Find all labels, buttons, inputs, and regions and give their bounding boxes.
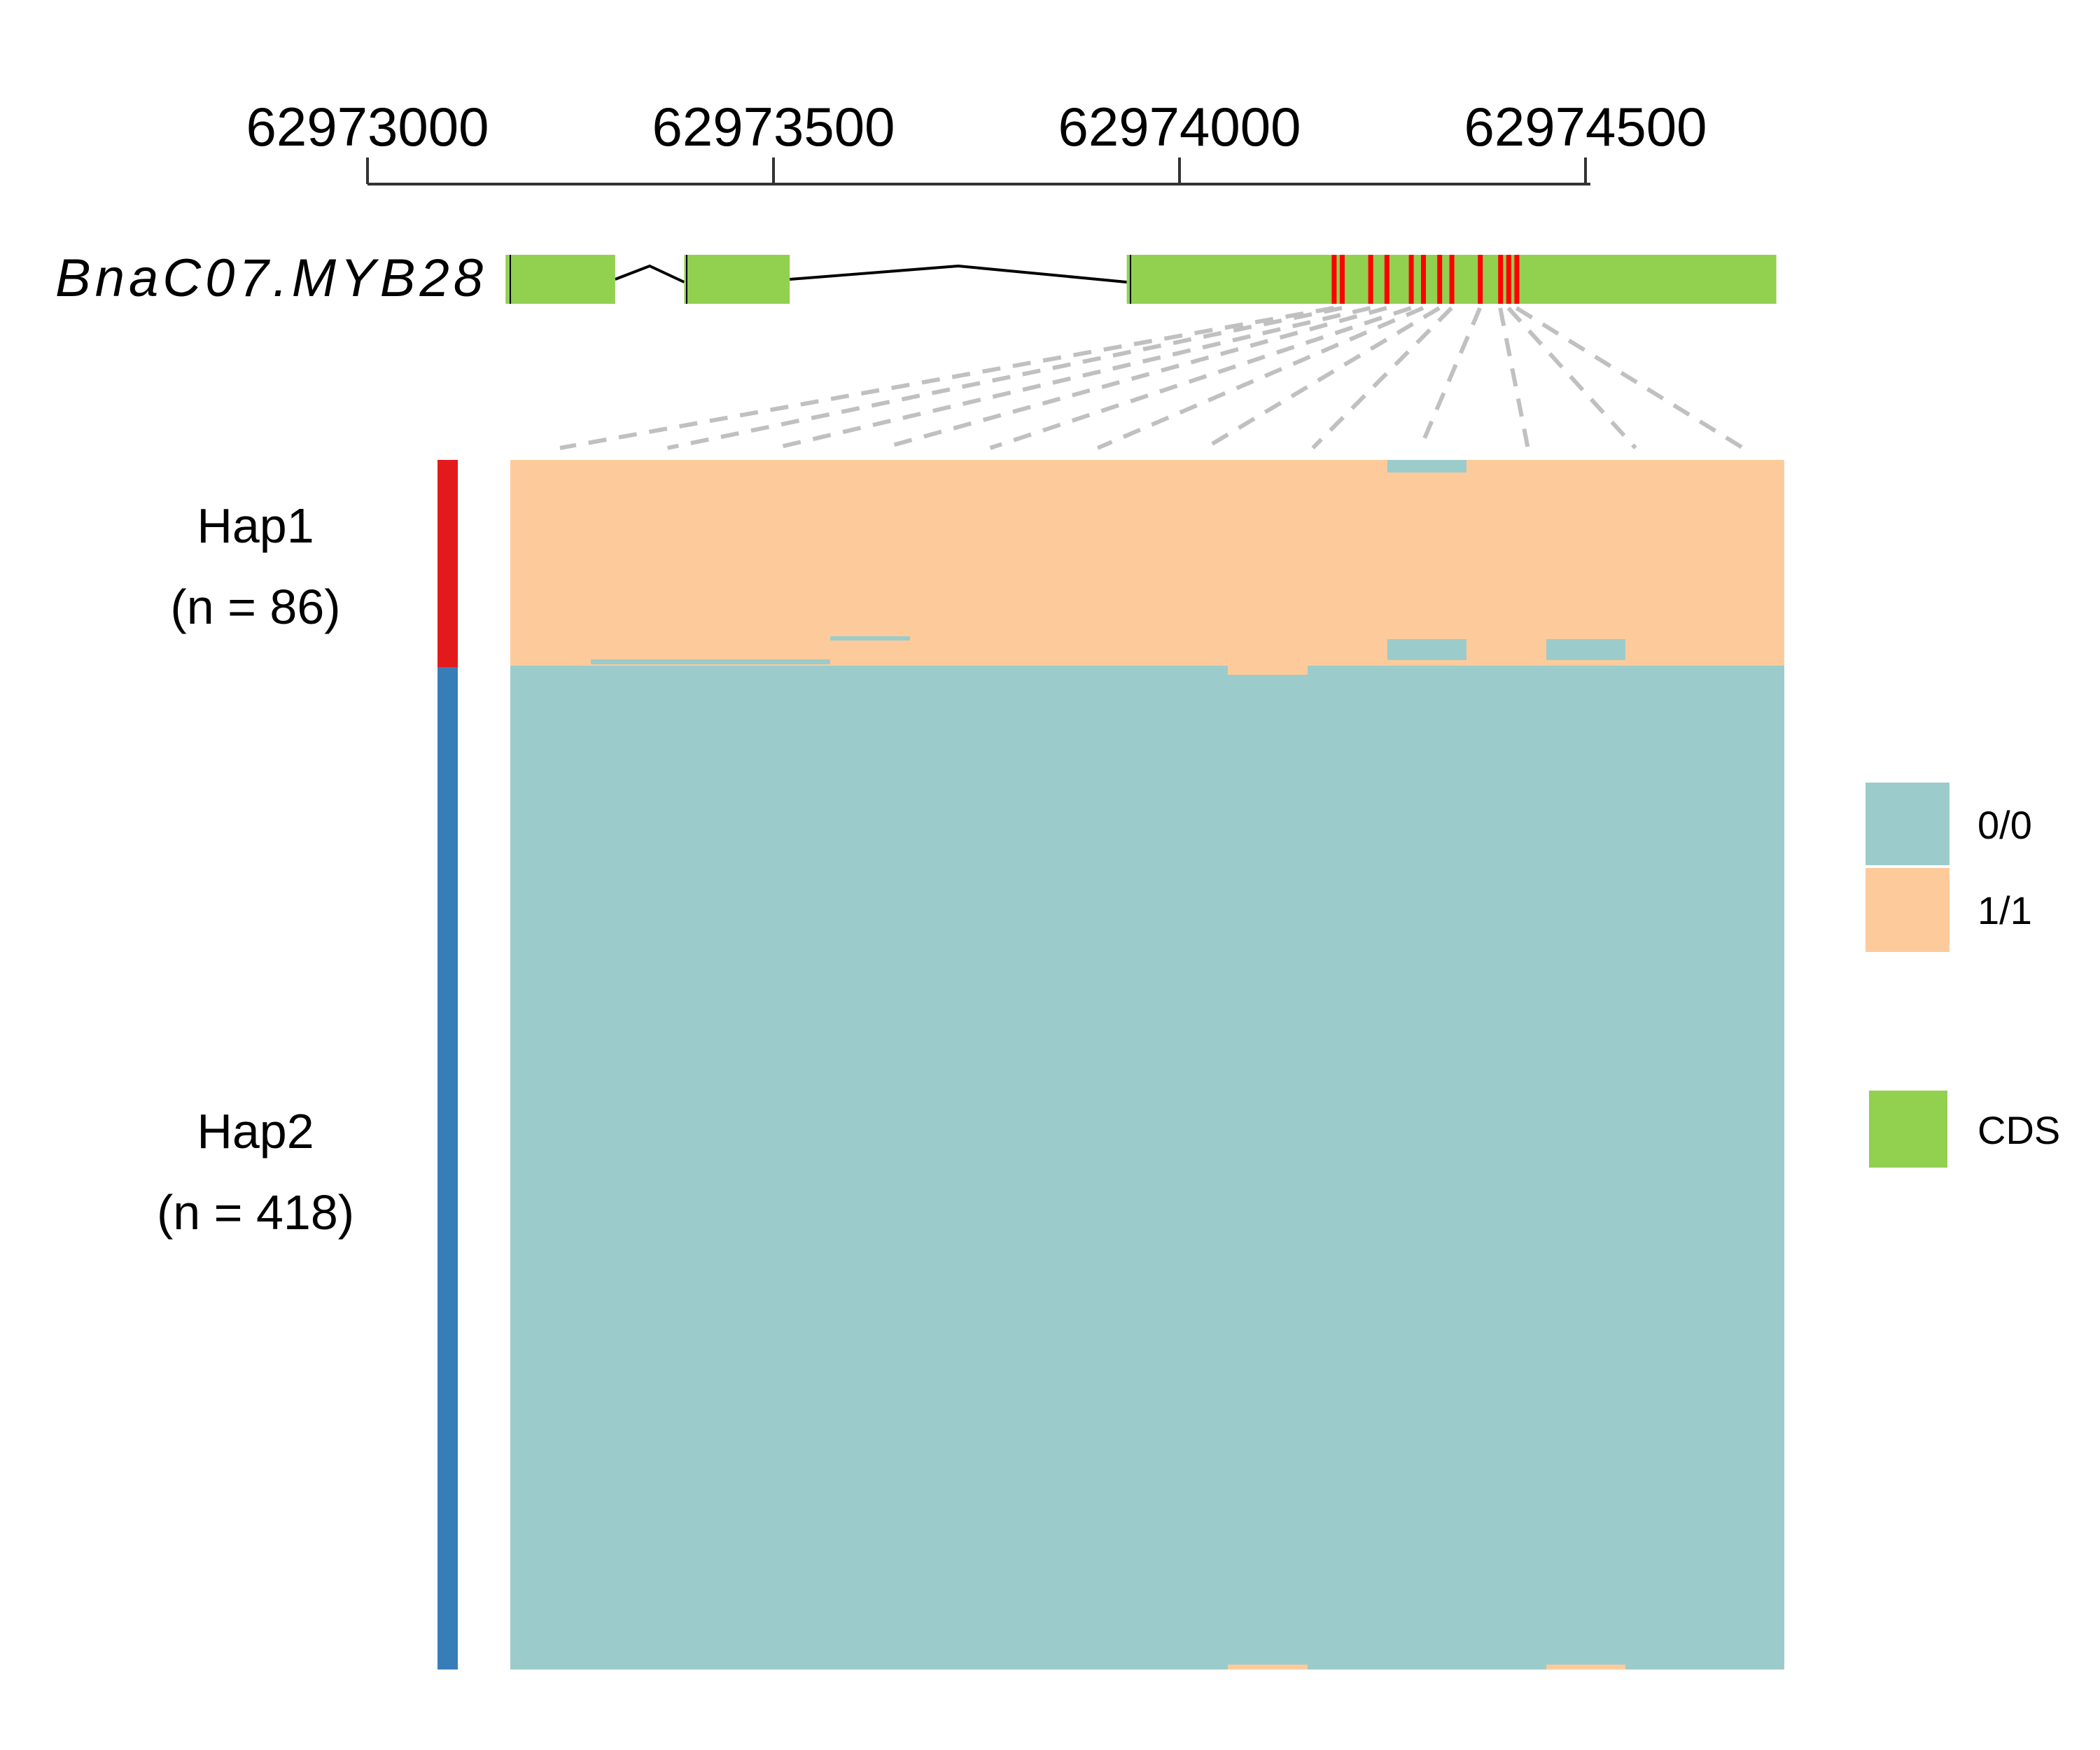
variant-connector xyxy=(1204,306,1441,450)
variant-mark xyxy=(1408,255,1414,304)
variant-mark xyxy=(1340,255,1345,304)
legend-swatch-0-0 xyxy=(1865,783,1949,865)
haplotype-groups: Hap1 (n = 86) Hap2 (n = 418) xyxy=(157,460,458,1670)
gene-model: BnaC07.MYB28 xyxy=(55,248,1777,308)
variant-mark xyxy=(1331,255,1337,304)
axis-tick-label: 62974500 xyxy=(1464,96,1707,158)
legend-label-cds: CDS xyxy=(1977,1108,2060,1152)
variant-connector xyxy=(1498,307,1530,449)
variant-connector xyxy=(1418,307,1482,449)
legend-swatch-cds xyxy=(1869,1091,1947,1168)
variant-mark xyxy=(1384,255,1390,304)
variant-connector xyxy=(989,306,1412,450)
legend-label-1-1: 1/1 xyxy=(1977,888,2032,932)
exon-box xyxy=(505,255,615,304)
legend-swatch-1-1 xyxy=(1865,868,1949,952)
variant-mark xyxy=(1449,255,1455,304)
axis-tick-label: 62973500 xyxy=(652,96,895,158)
variant-connector xyxy=(1506,306,1637,450)
variant-connector xyxy=(882,306,1387,450)
hap2-count-label: (n = 418) xyxy=(157,1185,354,1240)
variant-connector xyxy=(1311,306,1453,450)
hap2-minor-cell xyxy=(1228,1665,1308,1670)
hap2-minor-cell xyxy=(1546,1665,1625,1670)
variant-connector xyxy=(1096,306,1424,450)
hap1-minor-cell xyxy=(1387,460,1466,472)
intron-line xyxy=(790,264,1127,284)
intron-line xyxy=(615,264,685,284)
variant-mark xyxy=(1478,255,1483,304)
hap2-name-label: Hap2 xyxy=(197,1104,314,1158)
exon-boxes xyxy=(505,255,1777,304)
variant-connector xyxy=(667,306,1343,450)
genotype-heatmap xyxy=(510,460,1784,1670)
axis-tick-label: 62974000 xyxy=(1058,96,1301,158)
gene-name-label: BnaC07.MYB28 xyxy=(55,248,487,308)
variant-mark xyxy=(1368,255,1373,304)
legend: 0/0 1/1 CDS xyxy=(1865,783,2060,1168)
variant-connector xyxy=(559,306,1334,450)
hap1-count-label: (n = 86) xyxy=(170,580,340,634)
variant-marks xyxy=(1331,255,1520,304)
variant-mark xyxy=(1514,255,1520,304)
variant-mark xyxy=(1498,255,1504,304)
hap1-group-bar xyxy=(438,460,458,667)
hap1-minor-cell xyxy=(591,659,830,664)
exon-box xyxy=(684,255,790,304)
hap1-minor-cell xyxy=(830,636,910,640)
variant-mark xyxy=(1506,255,1511,304)
hap1-genotype-block xyxy=(510,460,1784,667)
variant-connector xyxy=(774,306,1371,450)
hap1-minor-cell xyxy=(1387,639,1466,660)
intron-lines xyxy=(615,264,1127,284)
variant-connectors xyxy=(559,306,1744,450)
hap1-name-label: Hap1 xyxy=(197,498,314,553)
variant-mark xyxy=(1437,255,1443,304)
hap2-group-bar xyxy=(438,667,458,1670)
hap1-minor-cell xyxy=(1546,639,1625,660)
legend-label-0-0: 0/0 xyxy=(1977,803,2032,847)
axis-tick-label: 62973000 xyxy=(246,96,489,158)
variant-connector xyxy=(1515,306,1744,450)
hap2-genotype-block xyxy=(510,666,1784,1670)
genomic-axis: 62973000 62973500 62974000 62974500 xyxy=(246,96,1707,186)
axis-ticks: 62973000 62973500 62974000 62974500 xyxy=(246,96,1707,184)
hap2-minor-cell xyxy=(1228,666,1308,675)
variant-mark xyxy=(1421,255,1426,304)
